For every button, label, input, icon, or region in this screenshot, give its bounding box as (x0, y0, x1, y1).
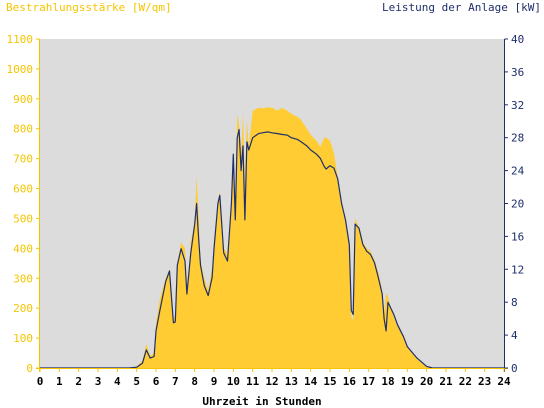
left-tick-label: 1100 (7, 33, 34, 46)
right-axis-title: Leistung der Anlage [kW] (382, 1, 541, 14)
x-tick-label: 14 (304, 375, 318, 388)
x-tick-label: 15 (323, 375, 336, 388)
right-tick-label: 40 (511, 33, 524, 46)
right-tick-label: 28 (511, 132, 524, 145)
x-tick-label: 5 (133, 375, 140, 388)
x-tick-label: 17 (362, 375, 375, 388)
right-tick-label: 0 (511, 362, 518, 375)
power-line (40, 128, 504, 369)
x-axis-title: Uhrzeit in Stunden (202, 395, 321, 408)
x-tick-label: 16 (343, 375, 357, 388)
left-tick-label: 100 (13, 332, 33, 345)
right-tick-label: 4 (511, 329, 518, 342)
left-tick-label: 600 (13, 183, 33, 196)
x-tick-label: 11 (246, 375, 260, 388)
x-tick-label: 6 (153, 375, 160, 388)
right-tick-label: 12 (511, 263, 524, 276)
left-tick-label: 400 (13, 242, 33, 255)
left-tick-label: 800 (13, 123, 33, 136)
x-tick-label: 12 (265, 375, 278, 388)
x-tick-label: 2 (75, 375, 82, 388)
x-tick-label: 10 (227, 375, 240, 388)
left-tick-label: 0 (26, 362, 33, 375)
left-tick-label: 1000 (7, 63, 34, 76)
left-tick-label: 200 (13, 302, 33, 315)
left-tick-label: 900 (13, 93, 33, 106)
x-tick-label: 4 (114, 375, 121, 388)
x-tick-label: 22 (459, 375, 472, 388)
x-tick-label: 18 (381, 375, 394, 388)
x-tick-label: 21 (439, 375, 453, 388)
left-axis-title: Bestrahlungsstärke [W/qm] (6, 1, 172, 14)
left-tick-label: 300 (13, 272, 33, 285)
x-tick-label: 9 (211, 375, 218, 388)
x-tick-label: 23 (478, 375, 491, 388)
x-tick-label: 13 (285, 375, 298, 388)
x-tick-label: 3 (95, 375, 102, 388)
x-tick-label: 20 (420, 375, 433, 388)
x-tick-label: 24 (497, 375, 511, 388)
x-tick-label: 1 (56, 375, 63, 388)
right-tick-label: 24 (511, 165, 525, 178)
x-tick-label: 8 (191, 375, 198, 388)
left-tick-label: 700 (13, 153, 33, 166)
left-tick-label: 500 (13, 212, 33, 225)
right-tick-label: 16 (511, 230, 524, 243)
right-tick-label: 8 (511, 296, 518, 309)
x-tick-label: 19 (401, 375, 414, 388)
x-tick-label: 0 (37, 375, 44, 388)
x-tick-label: 7 (172, 375, 179, 388)
right-tick-label: 20 (511, 198, 524, 211)
right-tick-label: 32 (511, 99, 524, 112)
right-tick-label: 36 (511, 66, 524, 79)
